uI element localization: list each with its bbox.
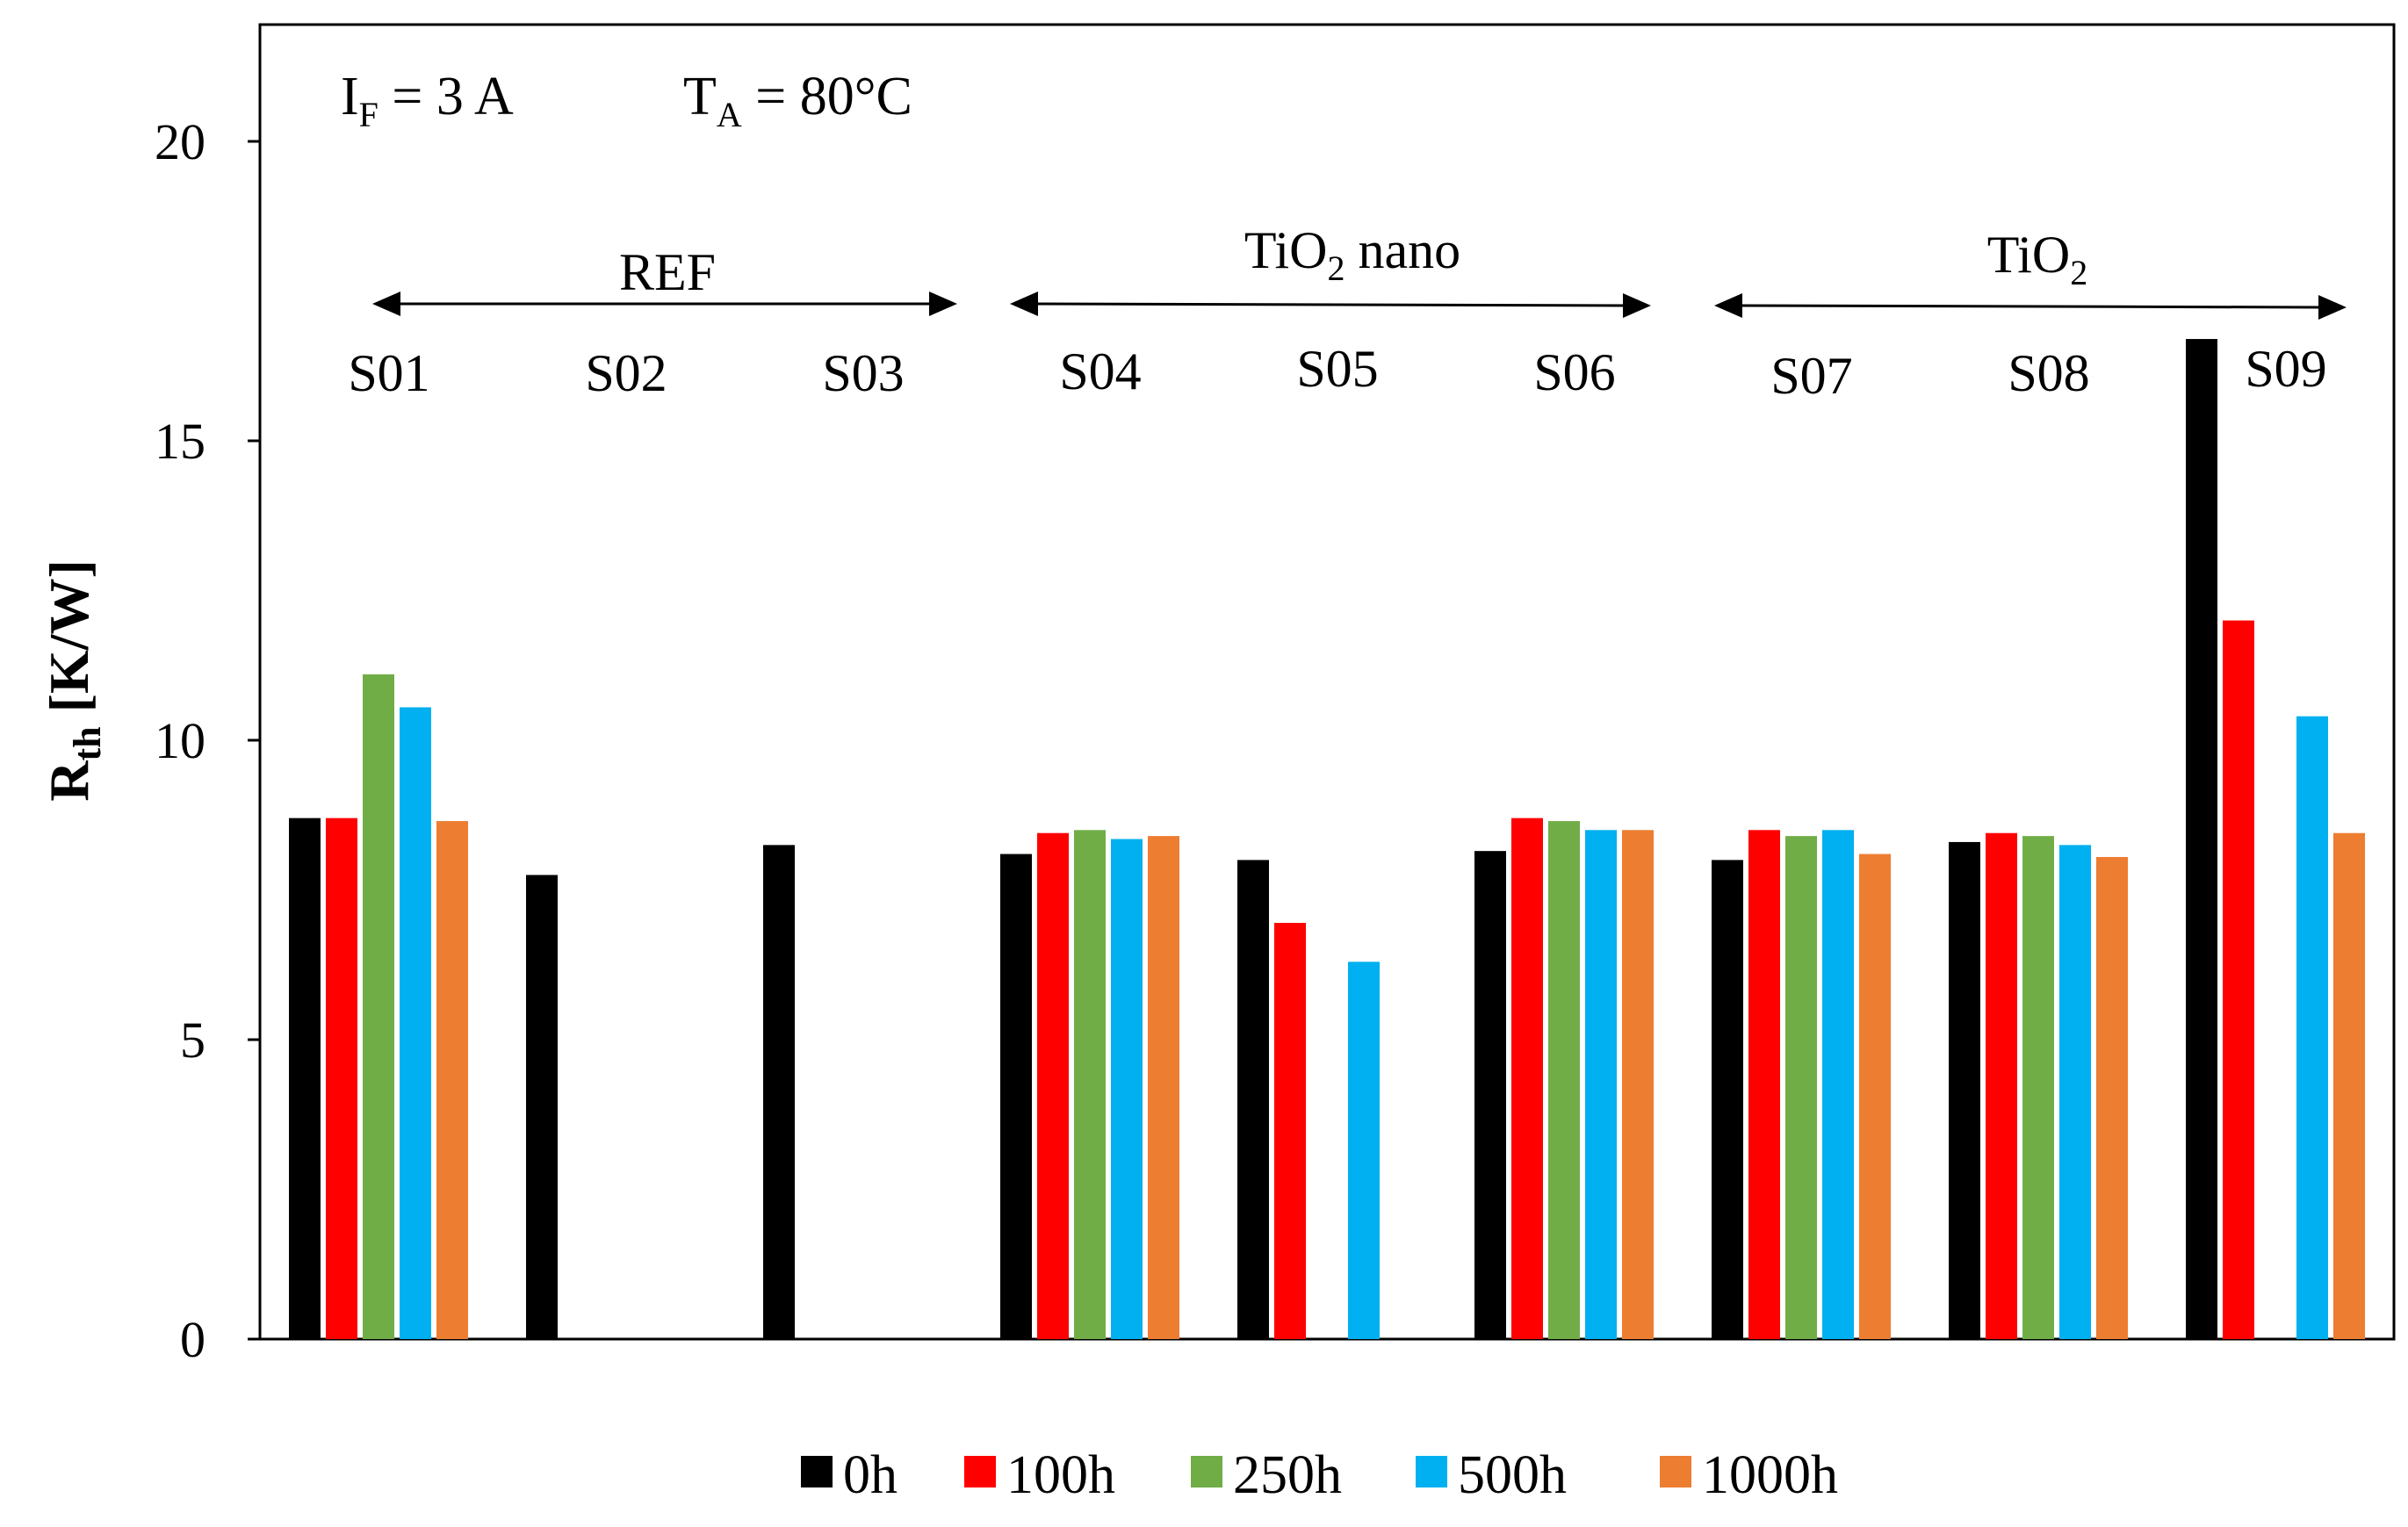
current-annotation: IF = 3 A <box>341 67 514 134</box>
bar-s04-1000h <box>1148 836 1179 1339</box>
bar-s08-1000h <box>2096 856 2128 1339</box>
legend-swatch-250h <box>1191 1456 1222 1487</box>
y-tick-label: 0 <box>180 1311 205 1368</box>
bar-s05-500h <box>1348 962 1380 1339</box>
group-arrow-tio2 <box>1714 293 2347 320</box>
y-axis: 0 5 10 15 20 <box>155 113 260 1368</box>
bar-s01-0h <box>289 818 321 1339</box>
y-tick-label: 5 <box>180 1012 205 1069</box>
legend-label-1000h: 1000h <box>1702 1445 1838 1505</box>
bar-s08-500h <box>2059 845 2091 1339</box>
bar-s06-1000h <box>1622 830 1654 1339</box>
legend-label-250h: 250h <box>1233 1445 1342 1505</box>
bar-s06-0h <box>1474 851 1506 1339</box>
bar-s04-0h <box>1000 854 1032 1339</box>
sample-label-s04: S04 <box>1059 342 1141 400</box>
bar-s04-250h <box>1074 830 1106 1339</box>
bar-s05-100h <box>1274 923 1306 1339</box>
bar-s03-0h <box>763 845 795 1339</box>
group-arrow-ref <box>372 292 957 316</box>
bar-s06-500h <box>1585 830 1617 1339</box>
bar-s09-1000h <box>2333 832 2365 1339</box>
legend-label-500h: 500h <box>1458 1445 1567 1505</box>
legend-swatch-100h <box>964 1456 996 1487</box>
temperature-annotation: TA = 80°C <box>683 67 912 134</box>
bar-s04-500h <box>1111 839 1143 1339</box>
bar-s07-100h <box>1748 830 1780 1339</box>
group-label-tio2: TiO2 <box>1987 226 2088 292</box>
group-label-ref: REF <box>619 243 716 301</box>
bar-s07-500h <box>1822 830 1854 1339</box>
legend-swatch-0h <box>801 1456 833 1487</box>
sample-label-s03: S03 <box>822 344 904 402</box>
bar-s02-0h <box>526 875 558 1339</box>
y-axis-title: Rth [K/W] <box>38 559 109 802</box>
bar-s09-100h <box>2223 620 2254 1339</box>
bar-s01-500h <box>400 707 431 1339</box>
bar-s05-0h <box>1237 860 1269 1339</box>
y-tick-label: 15 <box>155 413 205 470</box>
sample-label-s01: S01 <box>348 344 429 402</box>
bar-s09-500h <box>2296 716 2328 1339</box>
group-arrow-tio2-nano <box>1010 292 1651 318</box>
bar-s07-0h <box>1712 860 1743 1339</box>
legend-label-100h: 100h <box>1006 1445 1115 1505</box>
bars <box>289 339 2365 1339</box>
y-tick-label: 10 <box>155 712 205 769</box>
sample-label-s05: S05 <box>1296 340 1378 398</box>
bar-s04-100h <box>1037 832 1069 1339</box>
legend-swatch-1000h <box>1660 1456 1691 1487</box>
sample-label-s09: S09 <box>2245 340 2326 398</box>
bar-s08-0h <box>1949 841 1980 1339</box>
y-tick-label: 20 <box>155 113 205 170</box>
bar-s09-0h <box>2186 339 2217 1339</box>
sample-label-s07: S07 <box>1770 347 1852 405</box>
sample-labels: S01 S02 S03 S04 S05 S06 S07 S08 S09 <box>348 340 2326 405</box>
bar-s06-100h <box>1511 818 1543 1339</box>
bar-s08-250h <box>2022 836 2054 1339</box>
sample-label-s06: S06 <box>1533 343 1615 401</box>
legend: 0h 100h 250h 500h 1000h <box>801 1445 1838 1505</box>
sample-label-s02: S02 <box>585 344 667 402</box>
bar-s01-100h <box>326 818 357 1339</box>
sample-label-s08: S08 <box>2008 344 2089 402</box>
bar-s01-1000h <box>436 821 468 1339</box>
bar-s01-250h <box>363 673 394 1339</box>
bar-s07-1000h <box>1859 854 1891 1339</box>
group-label-tio2-nano: TiO2 nano <box>1244 221 1460 288</box>
legend-label-0h: 0h <box>843 1445 898 1505</box>
legend-swatch-500h <box>1416 1456 1447 1487</box>
bar-s06-250h <box>1548 821 1580 1339</box>
bar-s08-100h <box>1986 832 2017 1339</box>
bar-s07-250h <box>1785 836 1817 1339</box>
